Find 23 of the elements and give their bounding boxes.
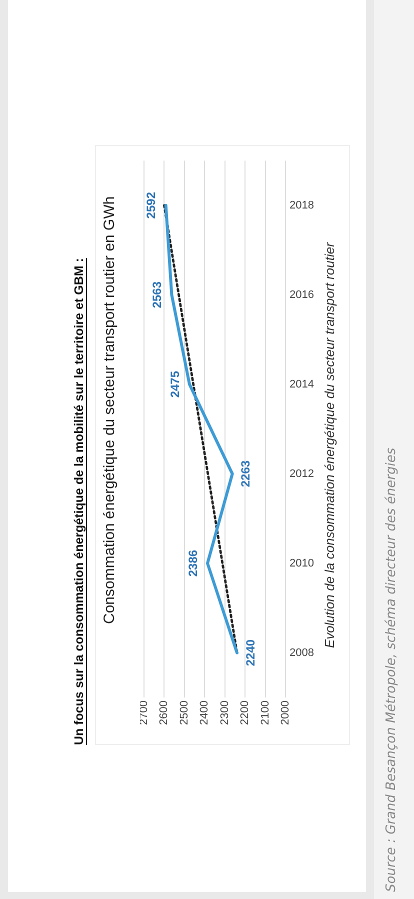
x-tick-label: 2300 [218,700,231,726]
y-tick-label: 2014 [290,378,314,390]
data-label: 2563 [150,281,164,308]
x-tick-label: 2000 [280,700,292,726]
source-note: Source : Grand Besançon Métropole, schéma directeur des énergies [384,446,400,892]
data-label: 2592 [144,192,158,219]
text: Evolution de la consommation énergétique du secteur transport routier [322,241,338,650]
data-label: 2263 [238,460,253,488]
y-tick-label: 2016 [290,288,314,301]
x-tick-label: 2600 [158,700,170,726]
text: Consommation énergétique du secteur transport routier en GWh [100,195,119,626]
data-label: 2386 [186,550,200,577]
x-tick-label: 2100 [259,700,272,726]
text: Un focus sur la consommation énergétique de la mobilité sur le territoire et GBM : [72,257,87,745]
y-tick-label: 2010 [290,557,314,570]
x-tick-label: 2500 [178,700,190,726]
x-tick-label: 2400 [198,700,211,726]
x-tick-label: 2200 [239,700,252,726]
y-tick-label: 2008 [290,646,314,659]
y-tick-label: 2018 [290,199,314,212]
y-tick-label: 2012 [290,468,314,480]
data-label: 2475 [168,370,182,398]
data-label: 2240 [243,639,258,666]
